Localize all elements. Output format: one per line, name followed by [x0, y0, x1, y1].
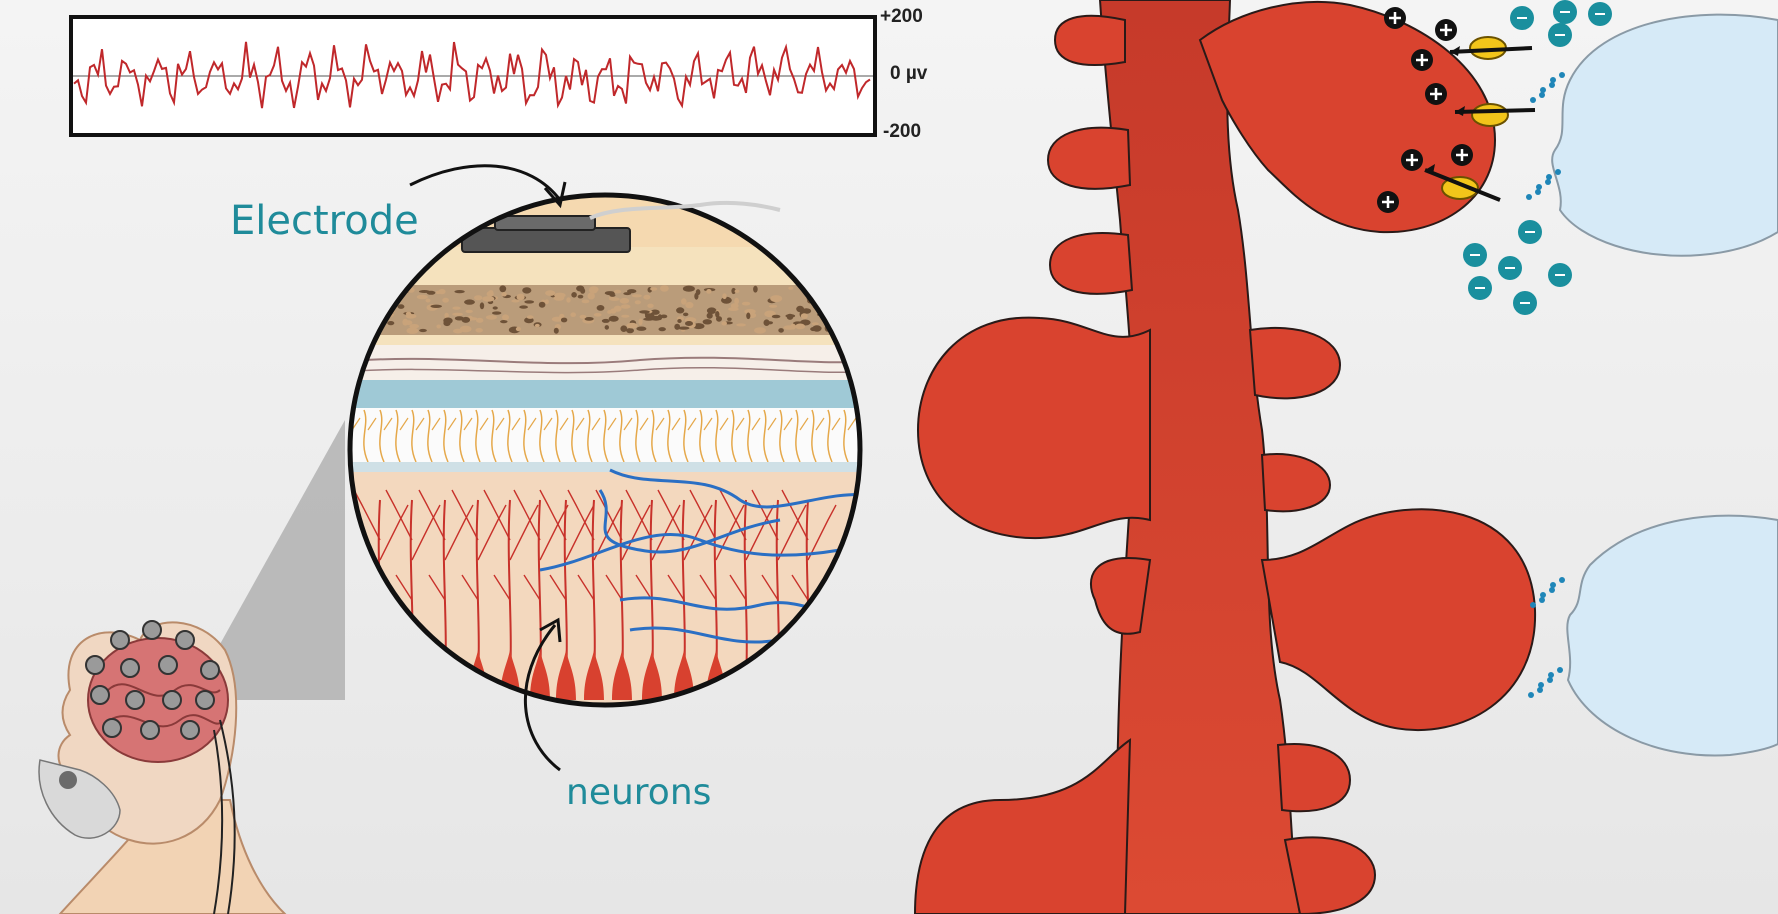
pyramidal-neuron-soma: [674, 650, 694, 700]
dendrite-shape: [913, 0, 1537, 914]
pyramidal-neuron-soma: [642, 650, 662, 700]
scalp-electrode-icon: [125, 690, 145, 710]
axis-label-top: +200: [880, 6, 923, 27]
vesicle-dot: [1540, 87, 1546, 93]
vesicle-dot: [1557, 667, 1563, 673]
pyramidal-neuron-soma: [556, 650, 576, 700]
vesicle-dot: [1559, 577, 1565, 583]
vesicle-dot: [1539, 597, 1545, 603]
vesicle-dot: [1550, 582, 1556, 588]
presynaptic-terminal-top: [1551, 13, 1778, 257]
axons-blue: [539, 468, 860, 644]
vesicle-dot: [1555, 169, 1561, 175]
scalp-electrode-icon: [90, 685, 110, 705]
vesicle-dot: [1538, 682, 1544, 688]
electrode-label: Electrode: [230, 198, 419, 244]
scalp-electrode-icon: [162, 690, 182, 710]
eeg-trace-panel: [69, 15, 877, 137]
vesicle-dot: [1559, 72, 1565, 78]
vesicle-dot: [1549, 82, 1555, 88]
pyramidal-neuron-soma: [612, 650, 632, 700]
vesicle-dot: [1539, 92, 1545, 98]
scalp-electrode-icon: [102, 718, 122, 738]
scalp-electrode-icon: [180, 720, 200, 740]
vesicle-dot: [1537, 687, 1543, 693]
axis-label-zero: 0 µv: [890, 63, 928, 84]
neurotransmitter-vesicles: [1526, 72, 1565, 698]
pyramidal-neuron-soma: [530, 650, 550, 700]
vesicle-dot: [1536, 184, 1542, 190]
scalp-electrode-icon: [120, 658, 140, 678]
scalp-electrode-icon: [200, 660, 220, 680]
scalp-electrode-icon: [140, 720, 160, 740]
presynaptic-terminal-bottom: [1566, 514, 1778, 757]
vesicle-dot: [1526, 194, 1532, 200]
vesicle-dot: [1546, 174, 1552, 180]
vesicle-dot: [1545, 179, 1551, 185]
vesicle-dot: [1540, 592, 1546, 598]
vesicle-dot: [1530, 97, 1536, 103]
cortex-magnified-view: [347, 192, 863, 708]
vesicle-dot: [1535, 189, 1541, 195]
vesicle-dot: [1550, 77, 1556, 83]
vesicle-dot: [1549, 587, 1555, 593]
scalp-electrode-icon: [175, 630, 195, 650]
electrode-arrow: [409, 164, 567, 209]
scalp-electrode-icon: [85, 655, 105, 675]
scalp-electrode-icon: [110, 630, 130, 650]
eeg-signal-line: [73, 41, 871, 109]
vesicle-dot: [1528, 692, 1534, 698]
scalp-electrodes: [85, 620, 220, 740]
neurons-label: neurons: [566, 772, 712, 813]
head-illustration: [38, 420, 345, 914]
scalp-electrode-icon: [142, 620, 162, 640]
scalp-electrode-icon: [195, 690, 215, 710]
positive-ions: [1377, 7, 1473, 213]
axis-label-bottom: -200: [883, 121, 922, 142]
ion-channel-icon: [1471, 103, 1509, 127]
pyramidal-neuron-soma: [584, 650, 604, 700]
neurons-arrow: [523, 617, 562, 772]
vesicle-dot: [1548, 672, 1554, 678]
ion-channels: [1424, 36, 1536, 202]
vesicle-dot: [1530, 602, 1536, 608]
arachnoid-fibers: [350, 409, 860, 463]
vesicle-dot: [1547, 677, 1553, 683]
scalp-electrode-icon: [158, 655, 178, 675]
negative-ions: [1463, 0, 1612, 315]
